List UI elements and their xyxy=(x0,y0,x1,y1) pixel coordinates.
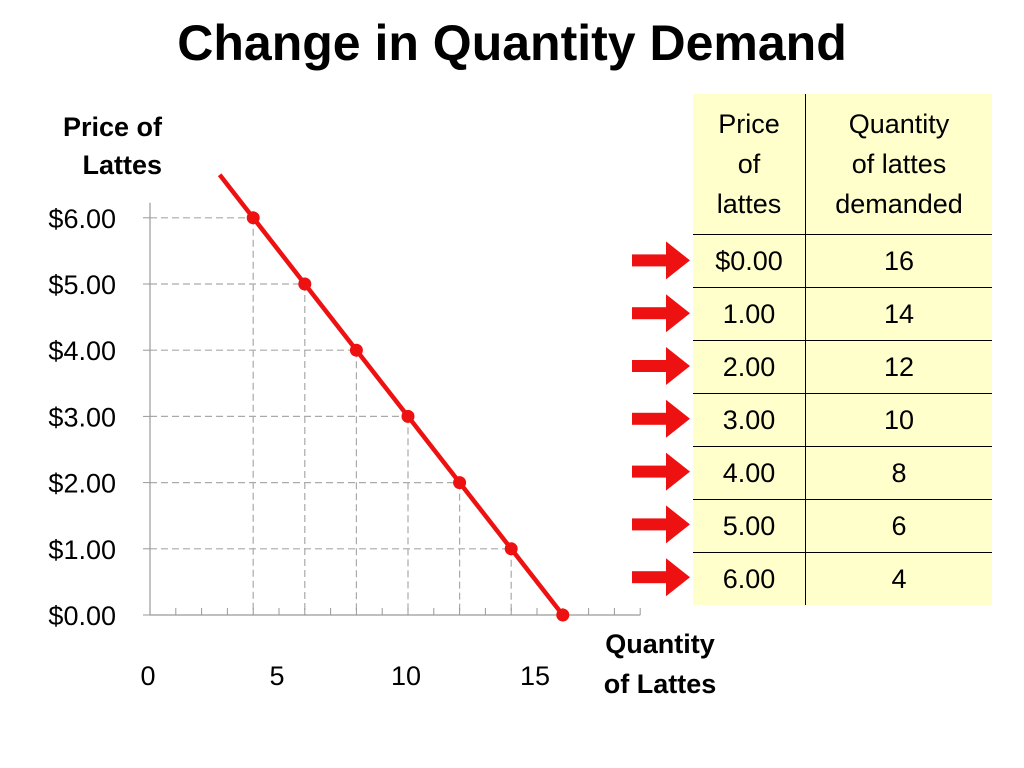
price-cell: 3.00 xyxy=(693,393,806,447)
slide-title: Change in Quantity Demand xyxy=(177,15,847,71)
data-point xyxy=(401,409,415,423)
header-quantity-line-3: demanded xyxy=(835,189,963,219)
data-point xyxy=(298,277,312,291)
y-tick-label: $0.00 xyxy=(48,601,116,631)
y-tick-label: $6.00 xyxy=(48,204,116,234)
arrow-shaft xyxy=(632,571,670,584)
data-point xyxy=(504,542,518,556)
data-point xyxy=(556,608,570,622)
x-axis-label-line-1: Quantity xyxy=(605,629,715,659)
axis-layer xyxy=(143,202,641,616)
x-tick-label: 15 xyxy=(520,661,550,691)
label-layer: $0.00 $1.00 $2.00 $3.00 $4.00 $5.00 $6.00 0 5 10 1… xyxy=(48,204,550,691)
header-price: Price of lattes xyxy=(693,94,806,235)
y-tick-label: $3.00 xyxy=(48,402,116,432)
header-quantity-line-2: of lattes xyxy=(851,149,947,179)
price-cell: 2.00 xyxy=(693,340,806,394)
price-cell: 6.00 xyxy=(693,552,806,605)
quantity-cell: 6 xyxy=(805,499,992,553)
arrow-shaft xyxy=(632,412,670,425)
arrow-head xyxy=(666,558,690,597)
header-price-line-1: Price xyxy=(718,109,780,139)
line-layer xyxy=(217,173,565,617)
data-point xyxy=(453,476,467,490)
arrow-head xyxy=(666,241,690,280)
y-tick-label: $2.00 xyxy=(48,469,116,499)
price-cell: 4.00 xyxy=(693,446,806,500)
header-quantity: Quantity of lattes demanded xyxy=(805,94,992,235)
header-price-line-2: of xyxy=(737,149,761,179)
table-header-row: Price of lattes Quantity of lattes deman… xyxy=(693,94,992,235)
arrow-shaft xyxy=(632,307,670,320)
x-axis-label-line-2: of Lattes xyxy=(603,669,717,699)
price-cell: $0.00 xyxy=(693,234,806,288)
quantity-cell: 14 xyxy=(805,287,992,341)
price-quantity-table: Price of lattes Quantity of lattes deman… xyxy=(693,94,992,605)
arrow-head xyxy=(666,294,690,333)
quantity-cell: 12 xyxy=(805,340,992,394)
table-row: 4.00 8 xyxy=(693,446,992,500)
x-tick-label: 5 xyxy=(269,661,284,691)
table-row: 5.00 6 xyxy=(693,499,992,553)
quantity-cell: 10 xyxy=(805,393,992,447)
quantity-cell: 4 xyxy=(805,552,992,605)
point-layer xyxy=(246,211,570,622)
arrow-shaft xyxy=(632,465,670,478)
arrow-head xyxy=(666,399,690,438)
table-row: 1.00 14 xyxy=(693,287,992,341)
y-tick-label: $4.00 xyxy=(48,336,116,366)
arrow-shaft xyxy=(632,360,670,372)
arrow-head xyxy=(666,505,690,544)
x-axis-label: Quantity of Lattes xyxy=(575,624,745,704)
price-cell: 1.00 xyxy=(693,287,806,341)
header-quantity-line-1: Quantity xyxy=(848,109,950,139)
arrow-shaft xyxy=(632,254,670,267)
y-axis-label-line-1: Price of xyxy=(62,112,162,142)
data-point xyxy=(246,211,260,225)
y-tick-label: $5.00 xyxy=(48,270,116,300)
arrow-head xyxy=(666,452,690,491)
y-axis-label: Price of Lattes xyxy=(22,108,162,184)
price-cell: 5.00 xyxy=(693,499,806,553)
header-price-line-3: lattes xyxy=(716,189,782,219)
arrow-shaft xyxy=(632,518,670,531)
y-tick-label: $1.00 xyxy=(48,535,116,565)
data-point xyxy=(349,343,363,357)
x-tick-label: 0 xyxy=(140,661,155,691)
demand-line xyxy=(217,173,565,617)
table-row: 2.00 12 xyxy=(693,340,992,394)
x-tick-label: 10 xyxy=(391,661,421,691)
y-axis-label-line-2: Lattes xyxy=(82,150,162,180)
arrow-head xyxy=(666,347,690,385)
quantity-cell: 16 xyxy=(805,234,992,288)
row-arrows xyxy=(632,241,690,597)
table-row: 3.00 10 xyxy=(693,393,992,447)
quantity-cell: 8 xyxy=(805,446,992,500)
table-row: 6.00 4 xyxy=(693,552,992,605)
table-row: $0.00 16 xyxy=(693,234,992,288)
grid-layer xyxy=(150,217,512,615)
